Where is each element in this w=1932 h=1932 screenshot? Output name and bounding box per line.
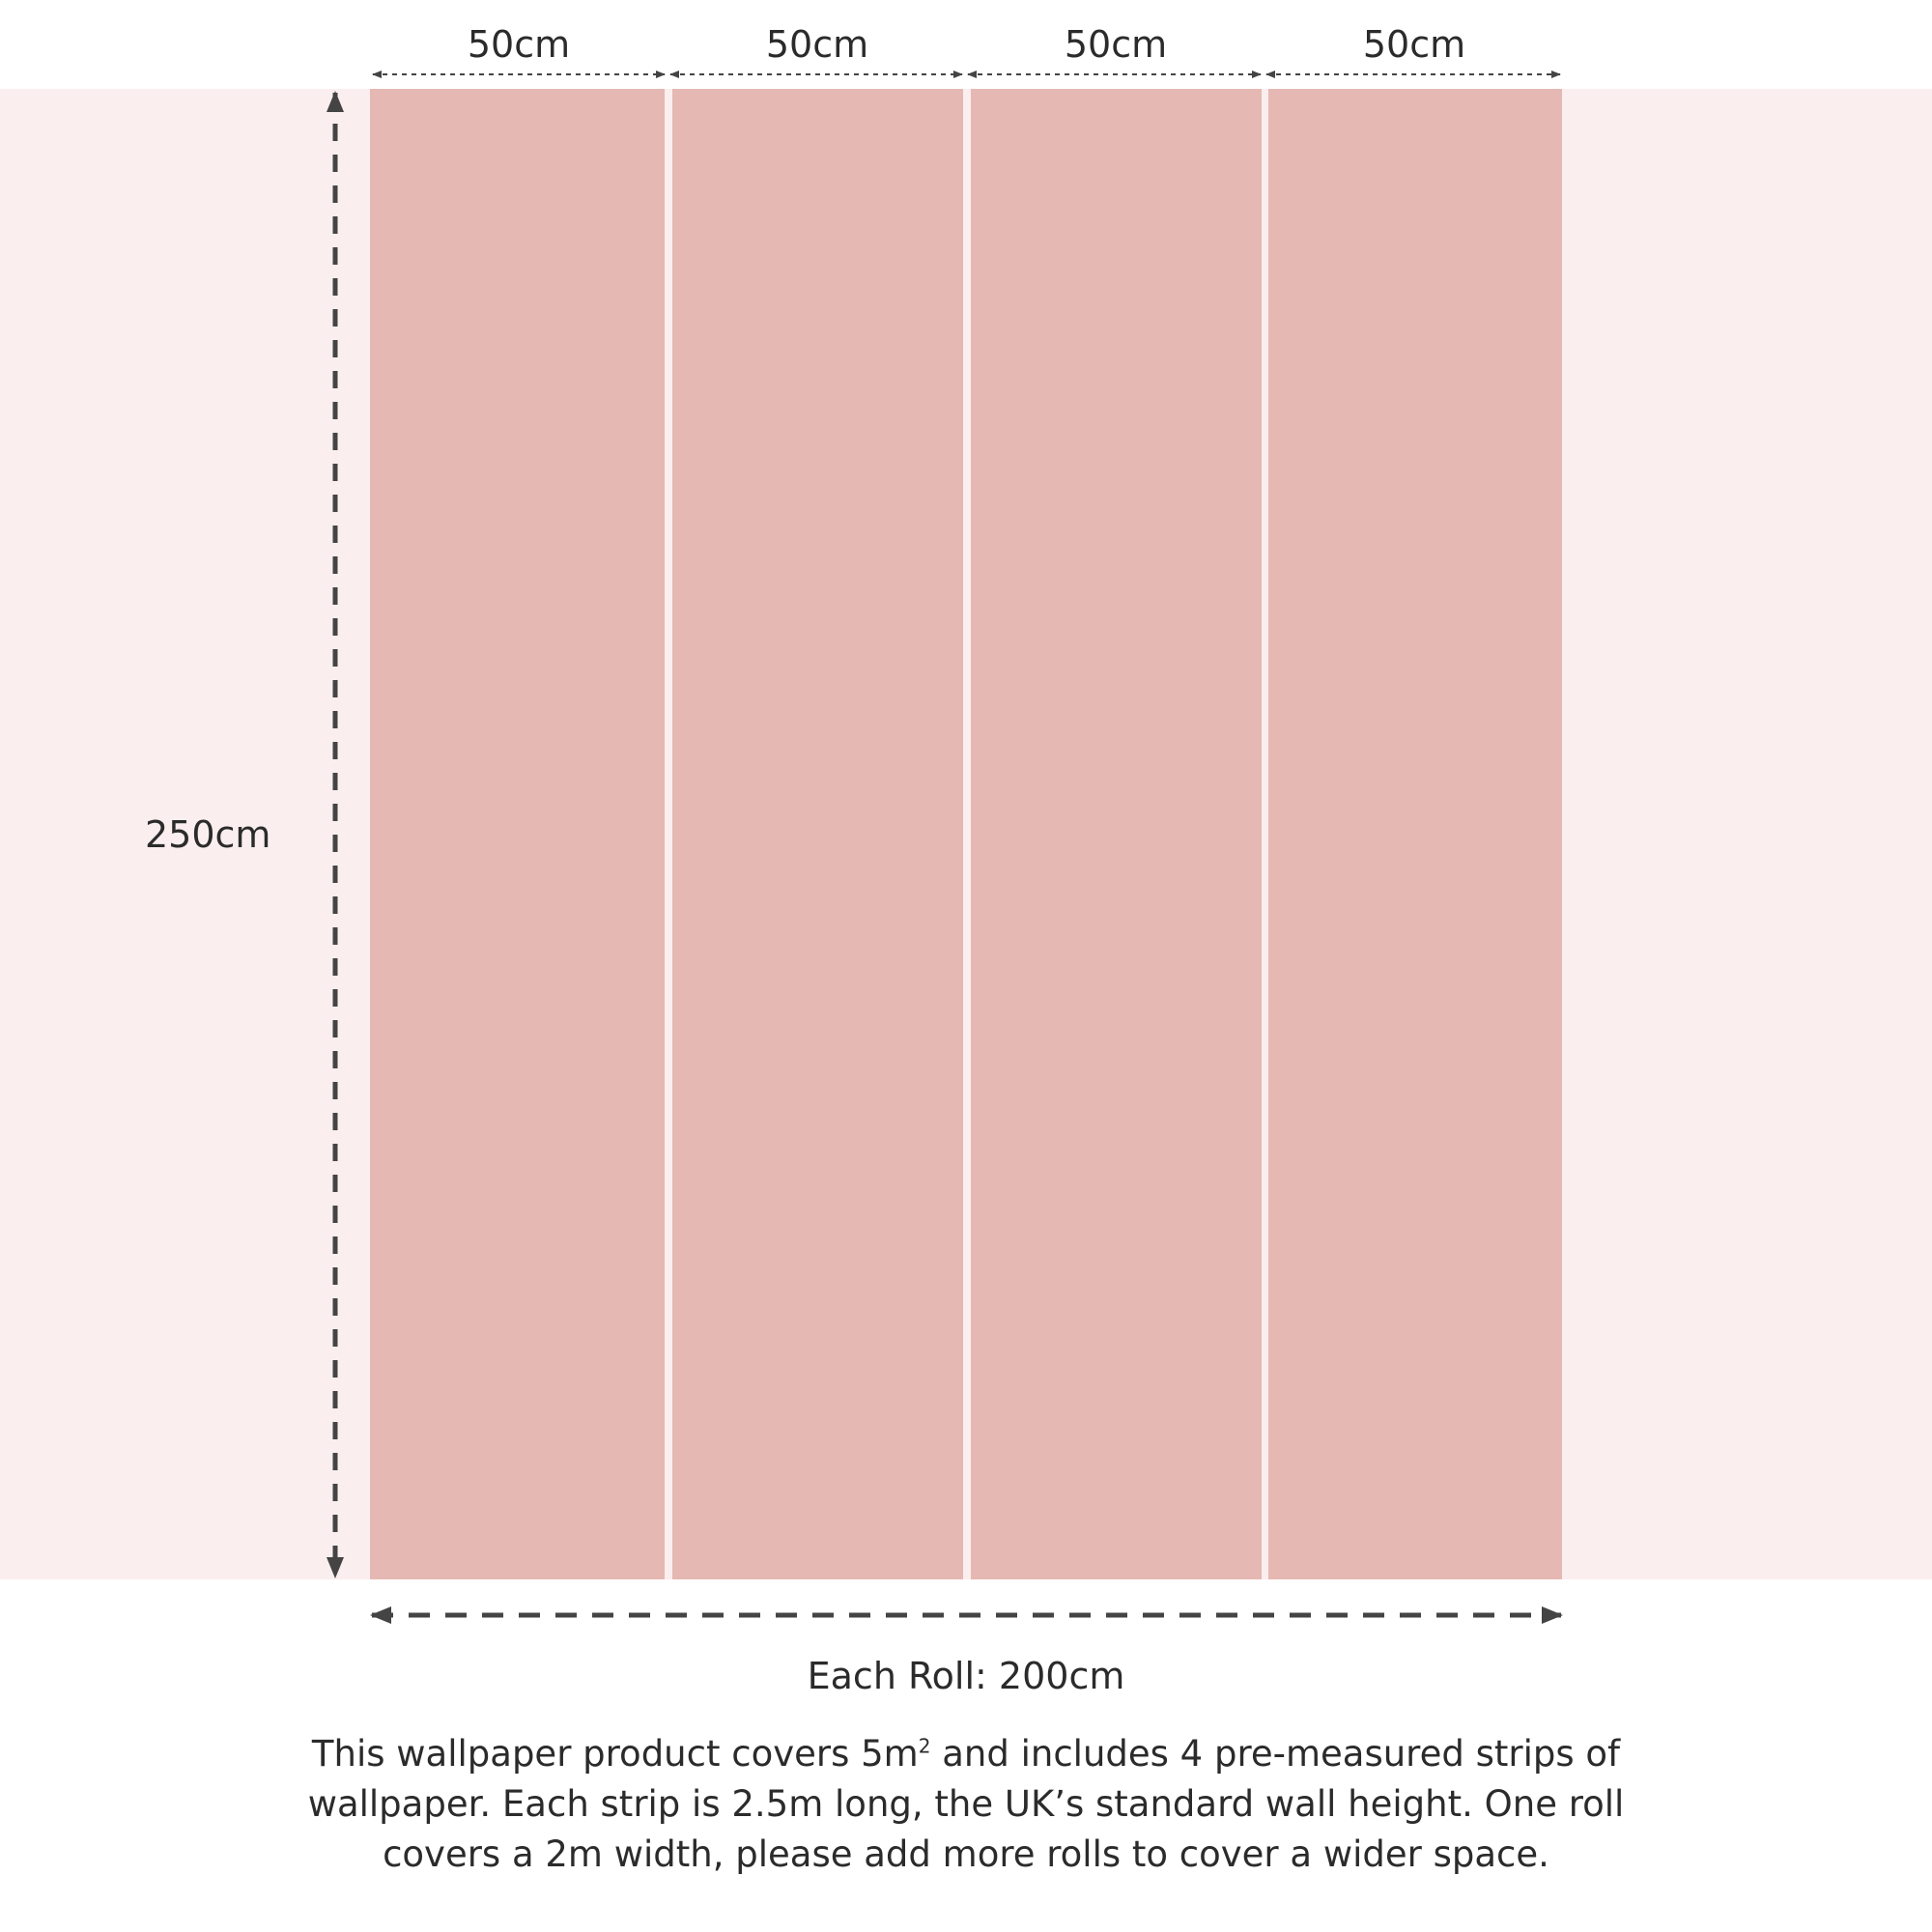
roll-width-label: Each Roll: 200cm [807, 1655, 1125, 1697]
description-superscript: 2 [918, 1734, 931, 1758]
strip-1-width-label: 50cm [467, 23, 571, 66]
strip-2-width-label: 50cm [765, 23, 869, 66]
product-description: This wallpaper product covers 5m2 and in… [280, 1729, 1652, 1880]
strip-3-width-label: 50cm [1064, 23, 1168, 66]
wall-background [0, 89, 1932, 1579]
height-label: 250cm [145, 813, 271, 856]
wallpaper-strip-4 [1268, 89, 1562, 1579]
strip-4-width-label: 50cm [1362, 23, 1466, 66]
description-part-1: This wallpaper product covers 5m [311, 1733, 919, 1775]
wallpaper-strip-2 [672, 89, 963, 1579]
wallpaper-strip-1 [370, 89, 665, 1579]
wallpaper-strip-3 [971, 89, 1262, 1579]
description-part-2: and includes 4 pre-measured strips of wa… [307, 1733, 1625, 1875]
